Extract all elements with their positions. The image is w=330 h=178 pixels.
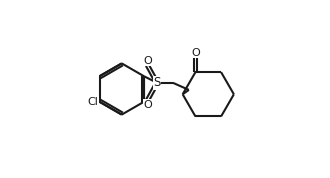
Text: O: O [143,56,152,66]
Text: O: O [191,48,200,58]
Text: O: O [143,100,152,110]
Text: S: S [153,76,161,89]
Text: Cl: Cl [87,97,98,107]
